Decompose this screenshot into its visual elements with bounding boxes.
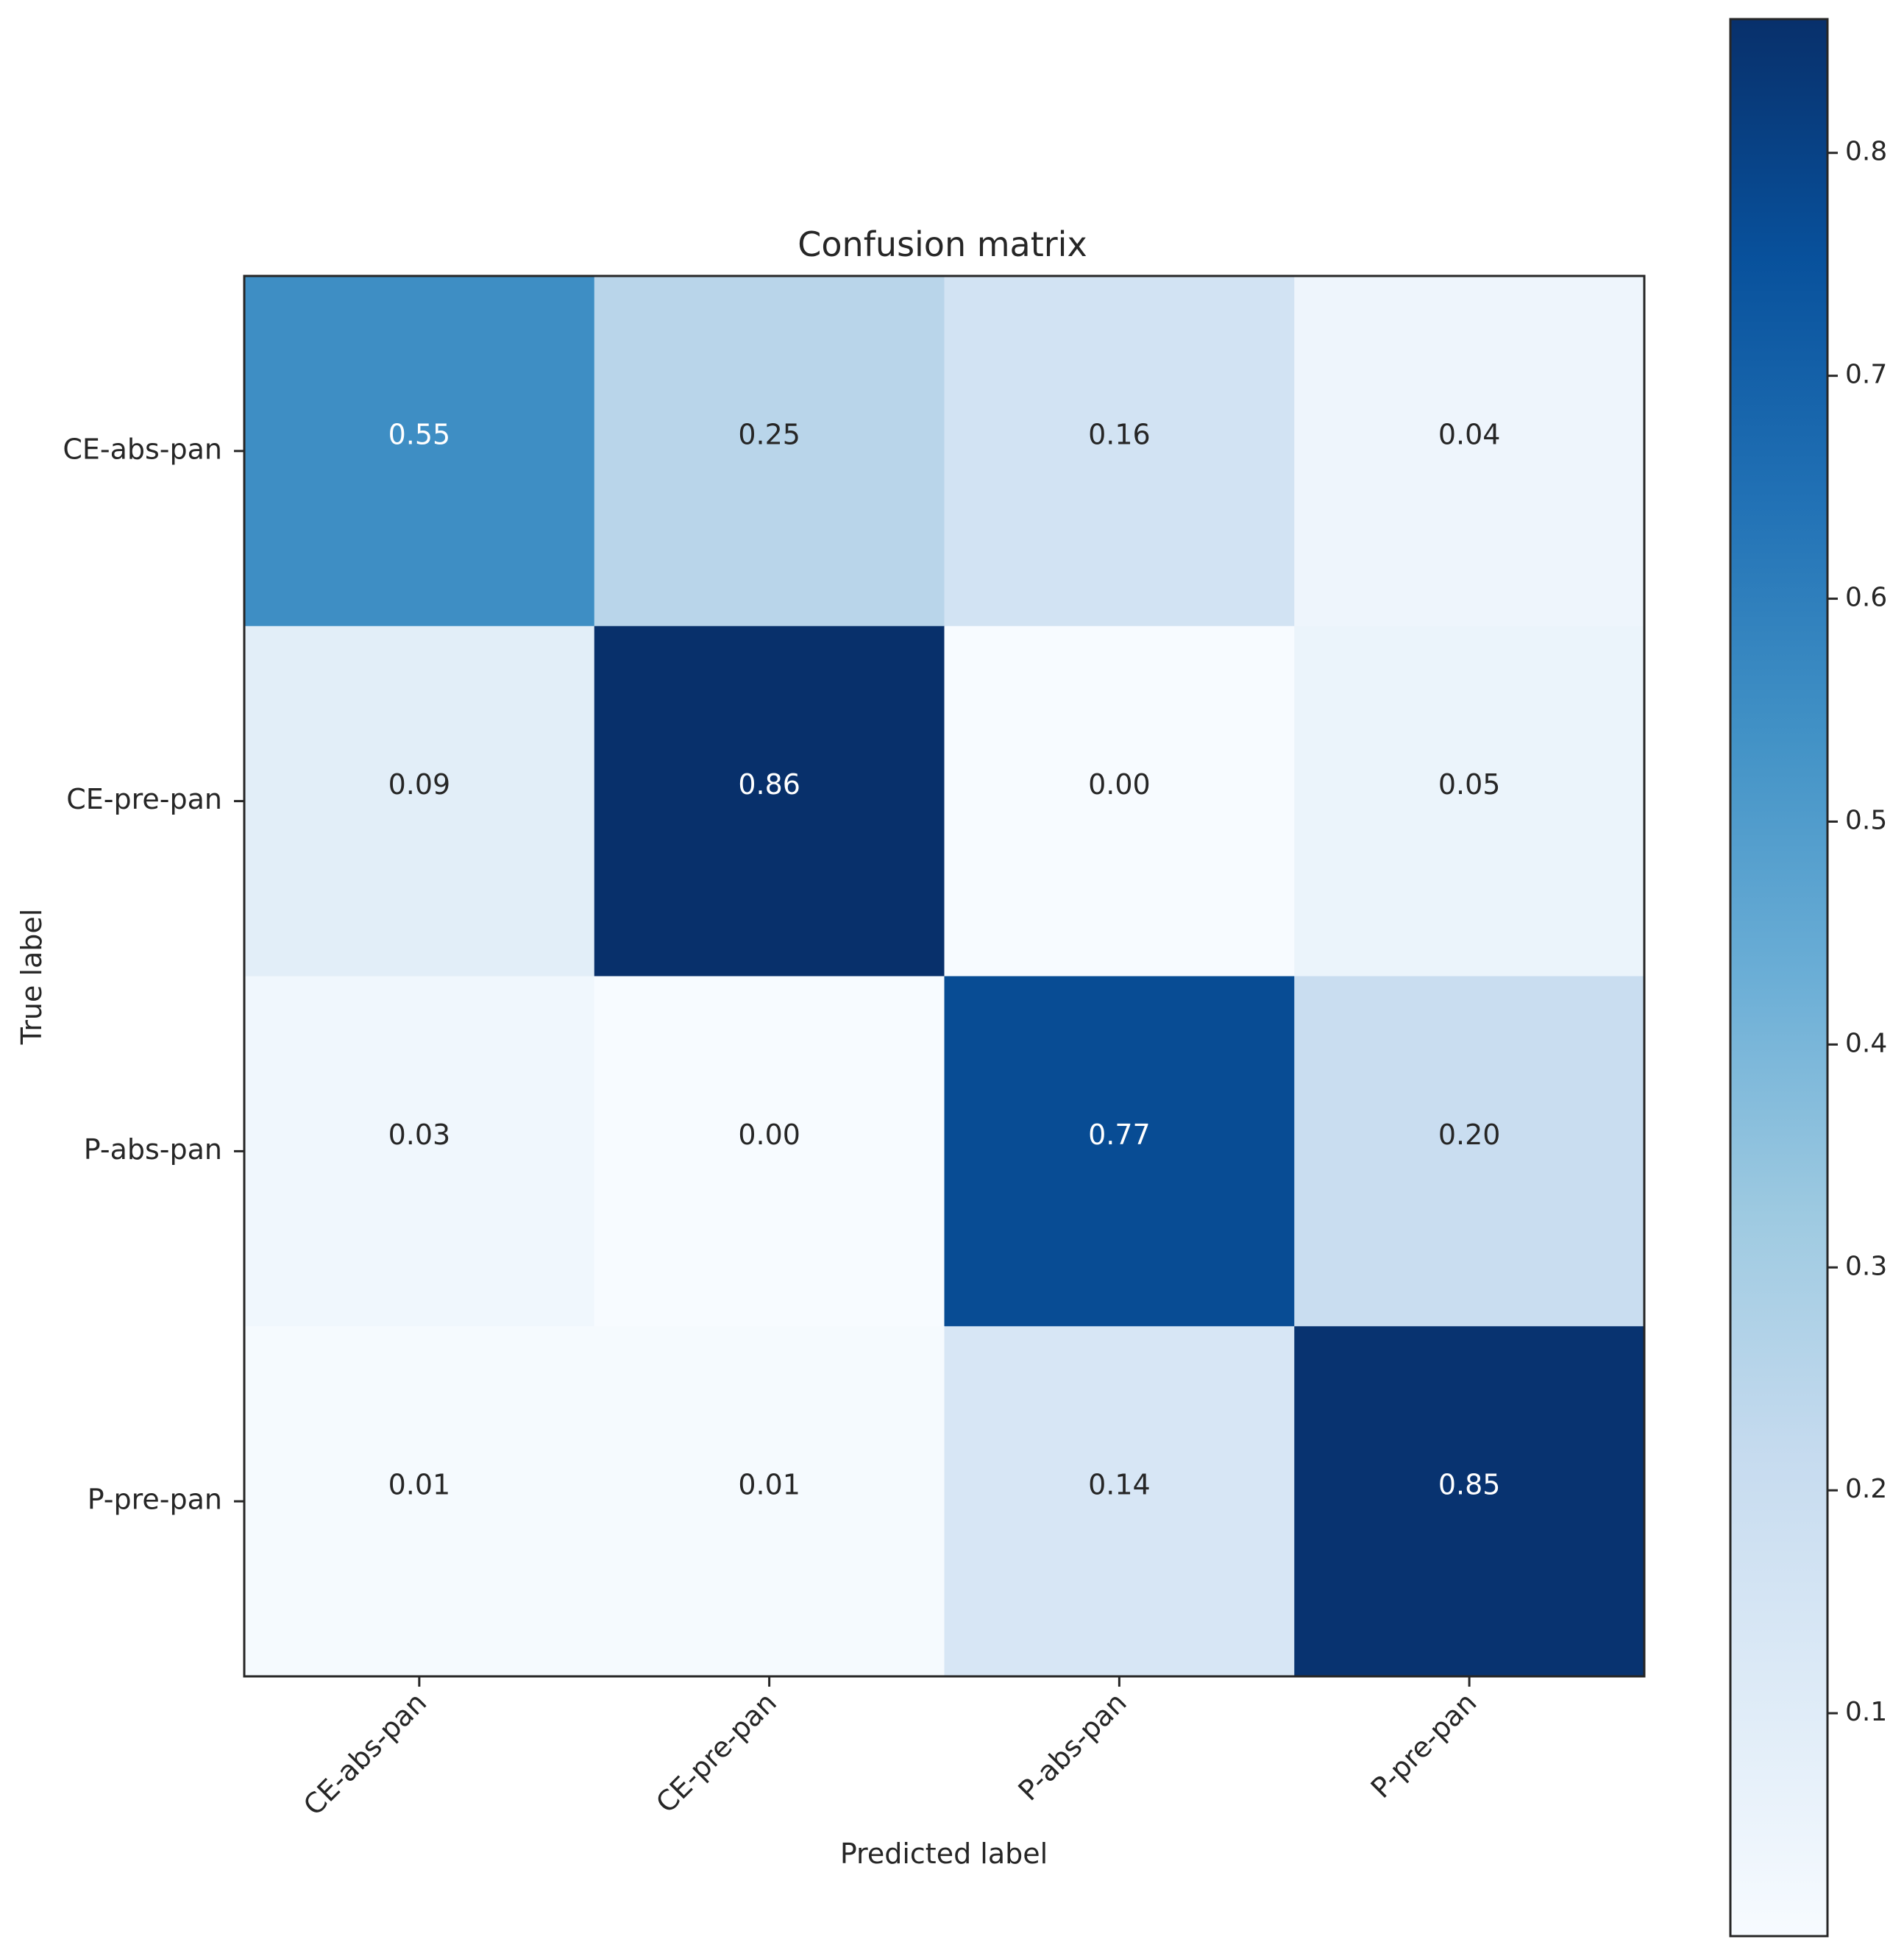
y-tick-label: CE-pre-pan: [66, 783, 222, 815]
x-axis-ticks: CE-abs-pan CE-pre-pan P-abs-pan P-pre-pan: [297, 1676, 1483, 1822]
cell-p-pre-pan-ce-pre-pan: [594, 1326, 945, 1677]
colorbar: [1729, 18, 1829, 1938]
y-axis-ticks: CE-abs-pan CE-pre-pan P-abs-pan P-pre-pan: [63, 433, 244, 1516]
matrix-cell-values: 0.55 0.25 0.16 0.04 0.09 0.86 0.00 0.05 0.03 0.00…: [388, 418, 1501, 1500]
cell-ce-pre-pan-p-abs-pan: [944, 626, 1295, 977]
cell-value: 0.00: [738, 1119, 800, 1151]
x-tick-label: P-abs-pan: [1012, 1686, 1133, 1807]
y-tick-label: P-abs-pan: [84, 1133, 222, 1166]
cell-value: 0.05: [1438, 768, 1501, 801]
y-tick-label: CE-abs-pan: [63, 433, 222, 465]
cell-ce-pre-pan-ce-abs-pan: [244, 626, 595, 977]
x-axis-label: Predicted label: [840, 1838, 1048, 1870]
colorbar-tick-label: 0.1: [1845, 1697, 1887, 1727]
matrix-frame: [243, 274, 1646, 1678]
cell-value: 0.16: [1088, 418, 1151, 450]
colorbar-tick-label: 0.8: [1845, 137, 1887, 167]
cell-p-abs-pan-p-pre-pan: [1294, 976, 1645, 1327]
cell-ce-abs-pan-p-pre-pan: [1294, 276, 1645, 627]
cell-value: 0.01: [388, 1469, 451, 1501]
cell-value: 0.03: [388, 1119, 451, 1151]
cell-ce-pre-pan-ce-pre-pan: [594, 626, 945, 977]
cell-value: 0.00: [1088, 768, 1151, 801]
cell-value: 0.85: [1438, 1469, 1501, 1501]
cell-value: 0.86: [738, 768, 800, 801]
cell-ce-abs-pan-p-abs-pan: [944, 276, 1295, 627]
cell-ce-abs-pan-ce-abs-pan: [244, 276, 595, 627]
x-tick-label: CE-pre-pan: [650, 1686, 783, 1819]
cell-value: 0.20: [1438, 1119, 1501, 1151]
cell-ce-pre-pan-p-pre-pan: [1294, 626, 1645, 977]
cell-value: 0.04: [1438, 418, 1501, 450]
y-axis-label: True label: [15, 909, 48, 1046]
cell-p-pre-pan-p-pre-pan: [1294, 1326, 1645, 1677]
colorbar-tick-label: 0.6: [1845, 583, 1887, 613]
cell-value: 0.77: [1088, 1119, 1151, 1151]
x-tick-label: CE-abs-pan: [297, 1686, 433, 1821]
colorbar-tick-label: 0.4: [1845, 1028, 1887, 1058]
cell-p-abs-pan-ce-pre-pan: [594, 976, 945, 1327]
chart-title: Confusion matrix: [798, 224, 1087, 264]
cell-value: 0.09: [388, 768, 451, 801]
cell-value: 0.14: [1088, 1469, 1151, 1501]
cell-p-abs-pan-p-abs-pan: [944, 976, 1295, 1327]
colorbar-tick-label: 0.2: [1845, 1474, 1887, 1504]
cell-value: 0.25: [738, 418, 800, 450]
matrix-cells: [244, 276, 1645, 1677]
colorbar-tick-label: 0.5: [1845, 805, 1887, 835]
cell-value: 0.01: [738, 1469, 800, 1501]
x-tick-label: P-pre-pan: [1365, 1686, 1483, 1804]
cell-ce-abs-pan-ce-pre-pan: [594, 276, 945, 627]
colorbar-tick-label: 0.7: [1845, 360, 1887, 390]
y-tick-label: P-pre-pan: [88, 1484, 222, 1516]
cell-value: 0.55: [388, 418, 451, 450]
cell-p-pre-pan-p-abs-pan: [944, 1326, 1295, 1677]
cell-p-pre-pan-ce-abs-pan: [244, 1326, 595, 1677]
cell-p-abs-pan-ce-abs-pan: [244, 976, 595, 1327]
colorbar-ticks: 0.1 0.2 0.3 0.4 0.5 0.6 0.7 0.8: [1827, 137, 1887, 1727]
colorbar-tick-label: 0.3: [1845, 1251, 1887, 1281]
